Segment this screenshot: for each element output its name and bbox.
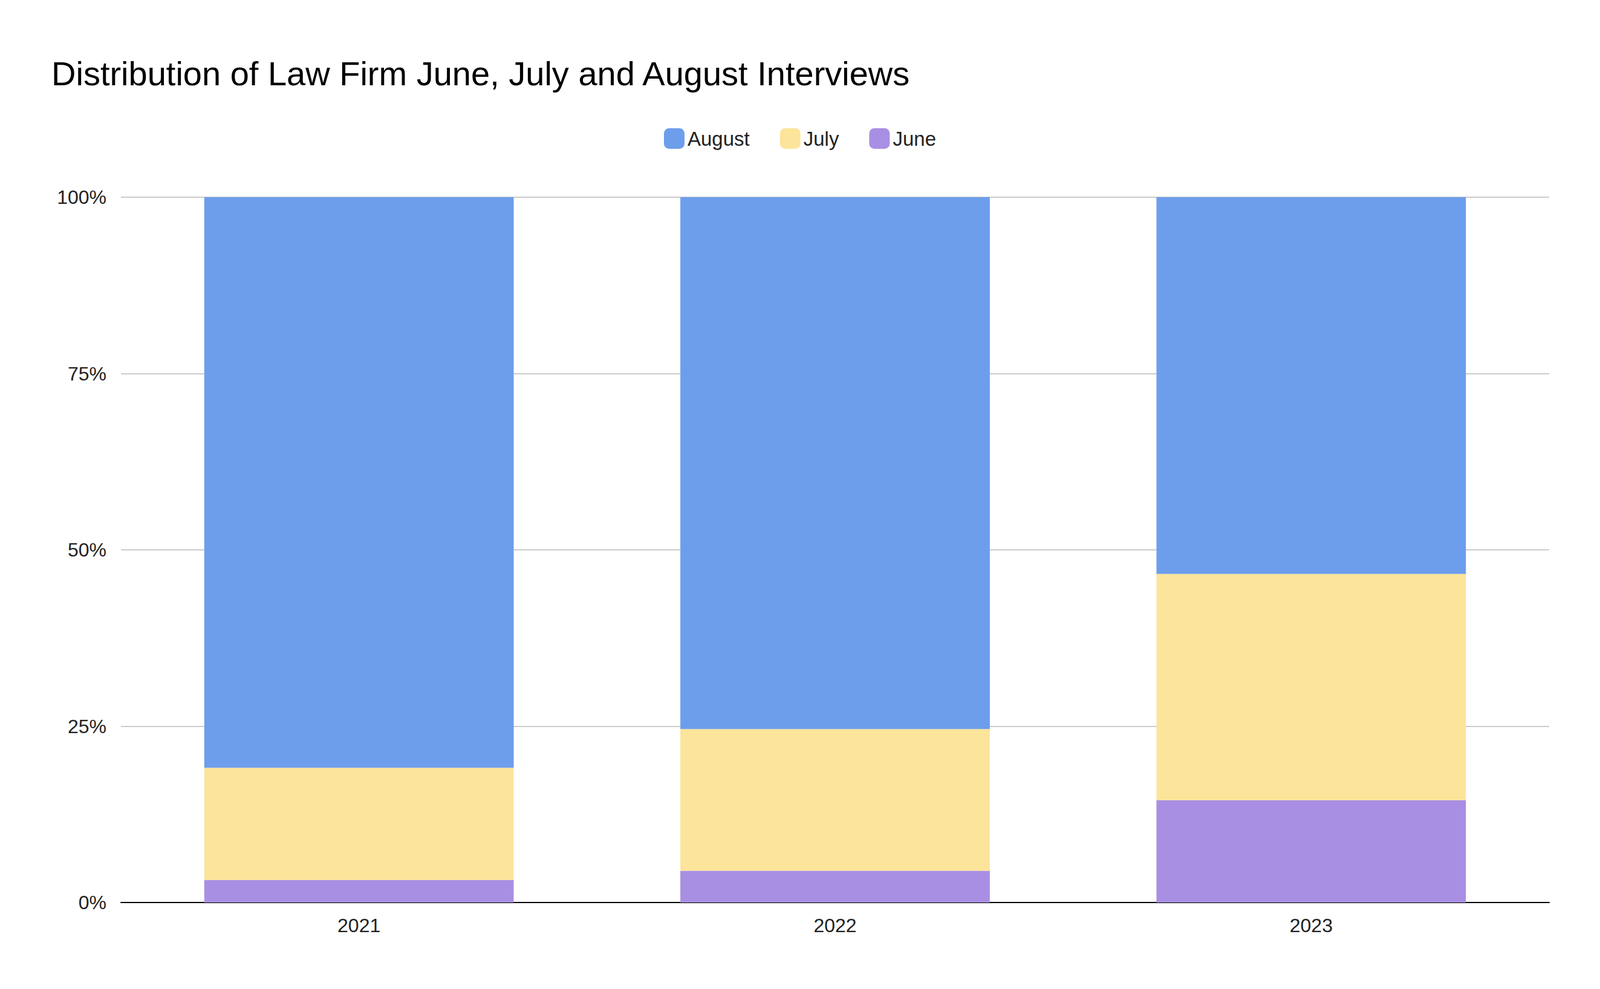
svg-text:June: June	[892, 127, 937, 150]
svg-text:Distribution of Law Firm June,: Distribution of Law Firm June, July and …	[51, 54, 910, 93]
svg-text:August: August	[687, 127, 750, 150]
svg-text:25%: 25%	[67, 715, 107, 738]
svg-text:50%: 50%	[67, 538, 107, 561]
svg-text:July: July	[803, 127, 840, 150]
svg-text:2023: 2023	[1289, 914, 1333, 937]
svg-text:2021: 2021	[337, 914, 381, 937]
svg-text:2022: 2022	[813, 914, 857, 937]
svg-text:0%: 0%	[78, 891, 107, 914]
svg-text:75%: 75%	[67, 362, 107, 385]
svg-text:100%: 100%	[56, 186, 107, 209]
